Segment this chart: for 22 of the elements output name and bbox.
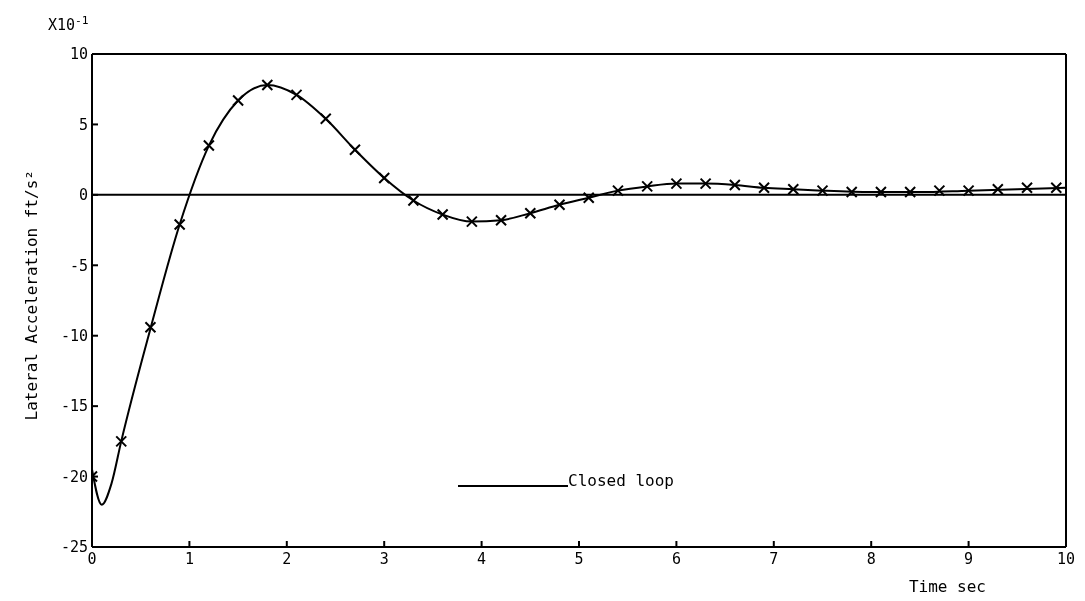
- y-tick-label: -25: [60, 538, 88, 557]
- text: X10$^{-1}$: [48, 13, 89, 34]
- y-tick-label: -5: [69, 256, 88, 275]
- x-tick-label: 6: [671, 549, 681, 568]
- x-tick-label: 9: [964, 549, 974, 568]
- x-tick-label: 4: [477, 549, 487, 568]
- x-tick-label: 5: [574, 549, 584, 568]
- x-tick-label: 8: [866, 549, 876, 568]
- x-tick-label: 3: [379, 549, 389, 568]
- x-tick-label: 1: [184, 549, 194, 568]
- y-tick-label: 5: [78, 115, 88, 134]
- y-tick-label: 0: [78, 186, 88, 205]
- y-tick-label: -20: [60, 467, 88, 486]
- y-axis-title: Lateral Acceleration ft/s²: [21, 170, 41, 421]
- x-tick-label: 7: [769, 549, 779, 568]
- text: Closed loop: [568, 471, 674, 490]
- y-tick-label: 10: [69, 45, 88, 64]
- x-tick-label: 2: [282, 549, 292, 568]
- x-axis-title: Time sec: [908, 577, 986, 596]
- y-tick-label: -10: [60, 327, 88, 346]
- x-tick-label: 10: [1056, 549, 1076, 568]
- y-tick-label: -15: [60, 397, 88, 416]
